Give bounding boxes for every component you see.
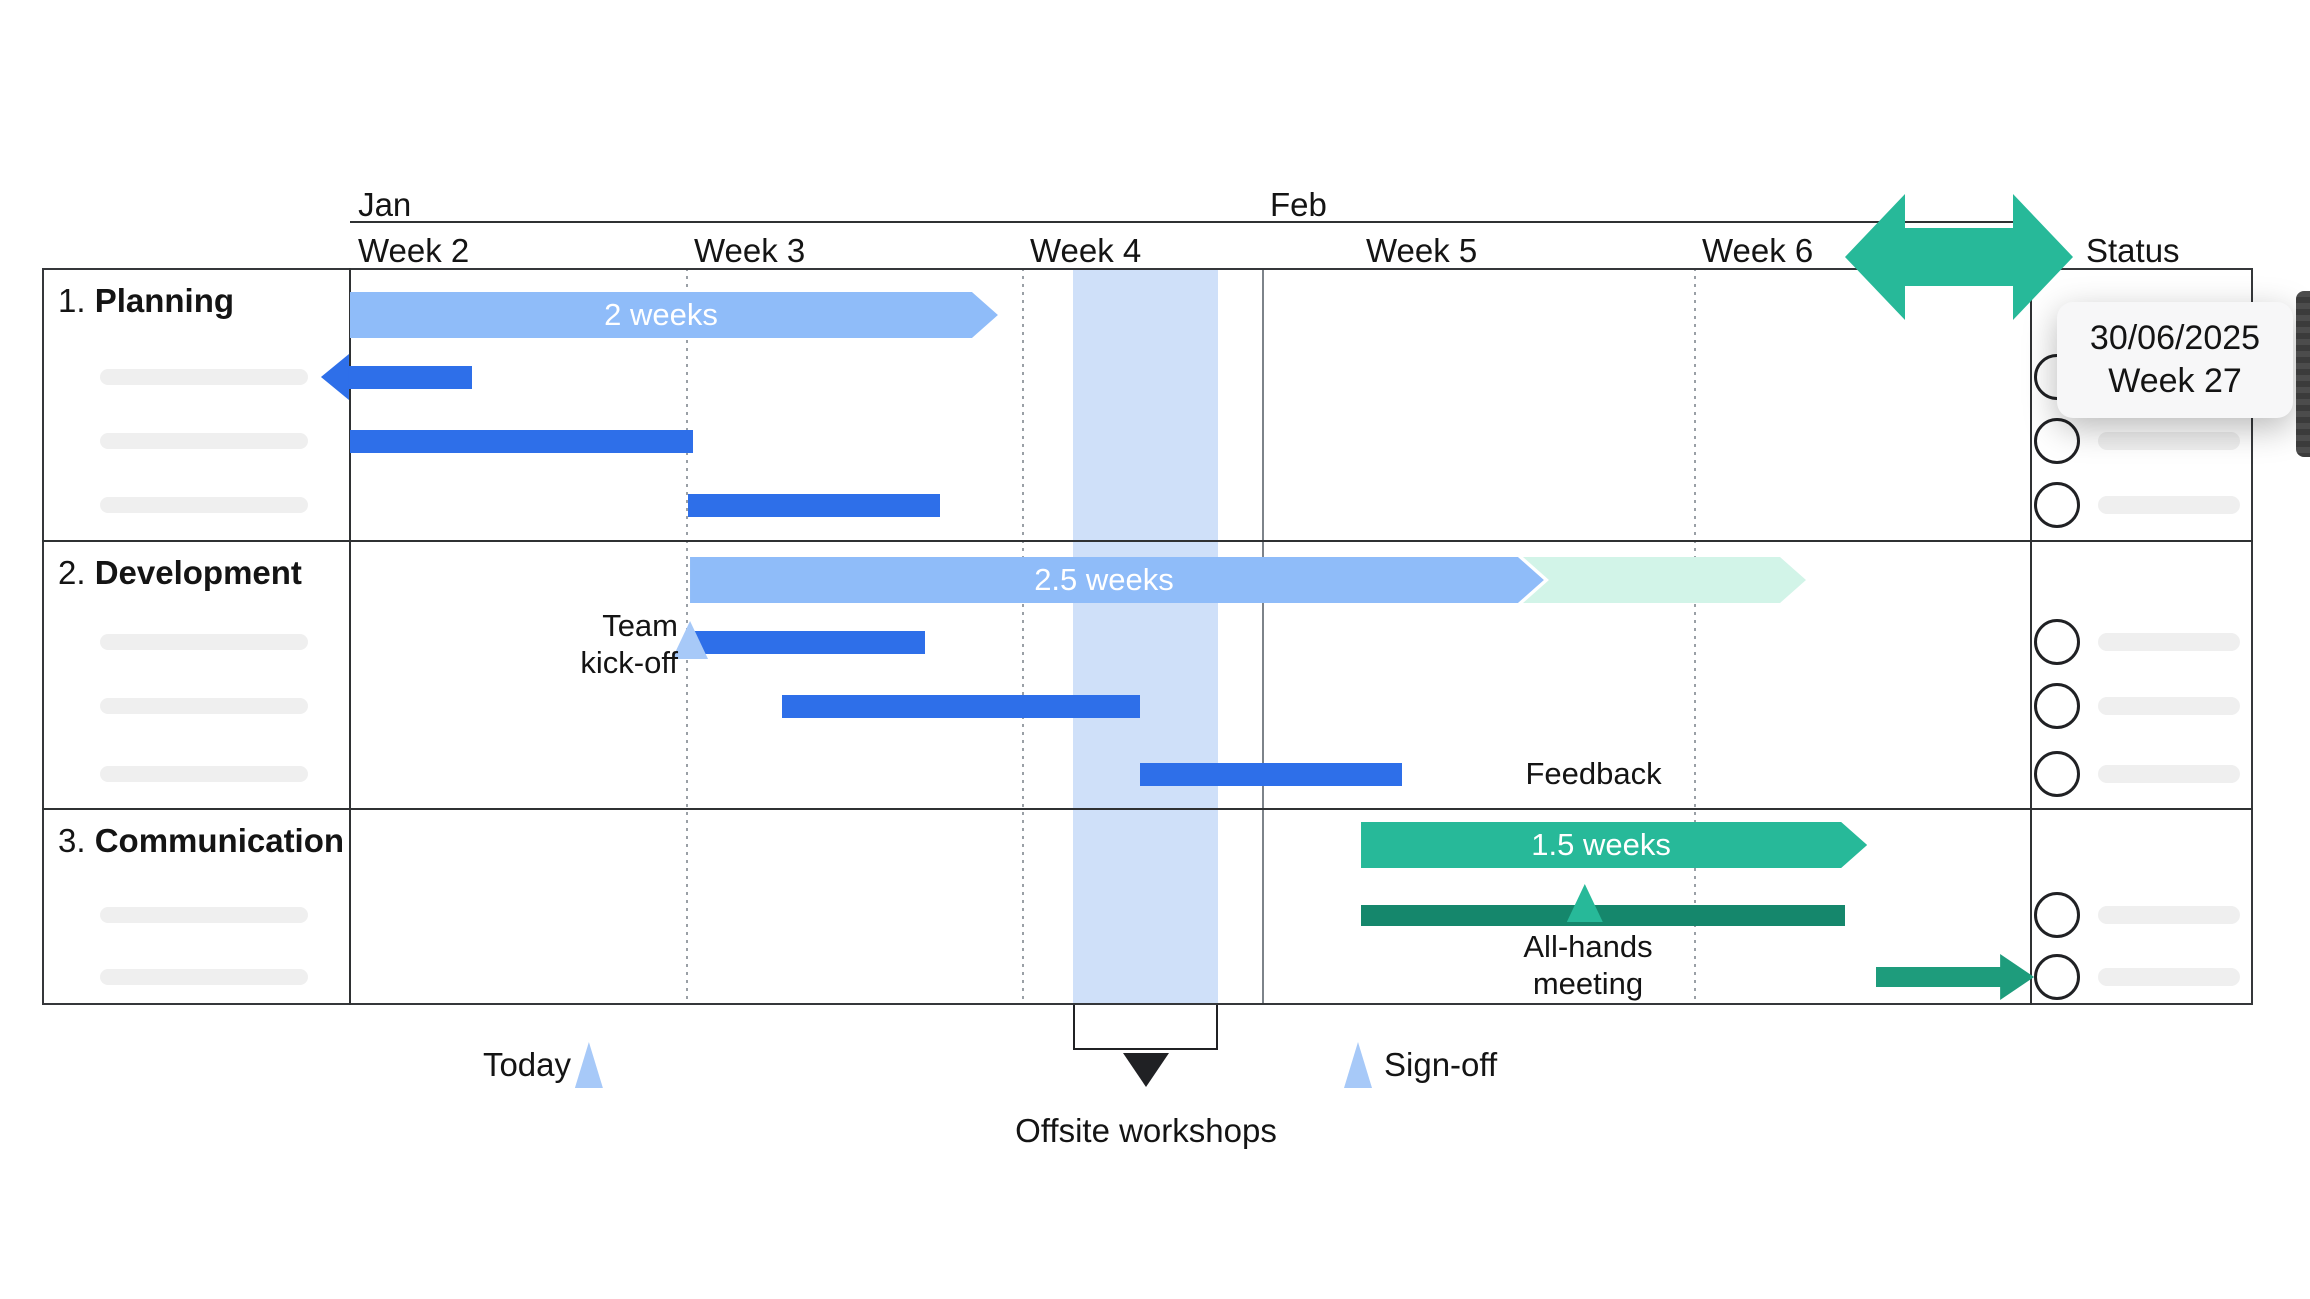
week-gridline-4 — [1022, 268, 1024, 1005]
today-marker-triangle[interactable] — [574, 1042, 603, 1088]
screen-edge-element — [2296, 291, 2310, 457]
offsite-bracket-triangle — [1123, 1053, 1169, 1087]
status-placeholder-5 — [2098, 765, 2240, 783]
column-divider-1 — [2030, 268, 2032, 1005]
offsite-bracket-right — [1215, 1005, 1218, 1050]
today-marker-label: Today — [482, 1046, 571, 1083]
status-placeholder-3 — [2098, 633, 2240, 651]
month-label-feb: Feb — [1269, 186, 1327, 223]
status-placeholder-2 — [2098, 496, 2240, 514]
communication-task-2-bar[interactable] — [1876, 967, 2003, 987]
offsite-bracket-left — [1073, 1005, 1076, 1050]
chart-border — [42, 268, 2253, 1005]
section-divider-0 — [42, 540, 2253, 542]
section-divider-1 — [42, 808, 2253, 810]
development-summary-bar[interactable]: 2.5 weeks — [690, 557, 1544, 603]
task-name-placeholder-4 — [100, 698, 308, 714]
development-summary-extension-bar[interactable] — [1523, 557, 1806, 603]
status-pie-1 — [2034, 418, 2080, 464]
section-number: 1. — [58, 282, 86, 319]
months-underline — [350, 221, 2030, 223]
month-label-jan: Jan — [358, 186, 412, 223]
task-name-placeholder-6 — [100, 907, 308, 923]
planning-task-overdue-bar[interactable] — [346, 365, 472, 389]
section-title-planning: 1. Planning — [58, 282, 234, 320]
week-label-2: Week 2 — [358, 232, 470, 269]
planning-summary-bar-label: 2 weeks — [604, 297, 718, 332]
task-name-placeholder-3 — [100, 634, 308, 650]
offsite-workshops-range[interactable] — [1073, 268, 1218, 1005]
development-task-1-bar[interactable] — [694, 630, 925, 654]
development-feedback-ghost[interactable]: Feedback — [1405, 752, 1782, 796]
signoff-marker-triangle[interactable] — [1344, 1042, 1372, 1088]
section-name: Planning — [94, 282, 235, 319]
development-feedback-ghost-label: Feedback — [1509, 752, 1678, 796]
tooltip-week: Week 27 — [2108, 362, 2242, 400]
signoff-marker-label: Sign-off — [1384, 1046, 1498, 1083]
status-pie-6 — [2034, 892, 2080, 938]
all-hands-milestone-label: All-hands meeting — [1523, 929, 1653, 1001]
week-label-6: Week 6 — [1702, 232, 1814, 269]
development-task-2-bar[interactable] — [782, 694, 1140, 718]
status-placeholder-1 — [2098, 432, 2240, 450]
status-pie-2 — [2034, 482, 2080, 528]
week-label-4: Week 4 — [1030, 232, 1142, 269]
month-divider-line — [1261, 268, 1264, 1005]
tooltip-date: 30/06/2025 — [2089, 319, 2261, 357]
planning-task-overdue-ghost[interactable] — [472, 366, 690, 389]
status-pie-7 — [2034, 954, 2080, 1000]
status-pie-3 — [2034, 619, 2080, 665]
section-number: 3. — [58, 822, 86, 859]
date-tooltip: 30/06/2025 Week 27 — [2057, 302, 2293, 418]
offsite-bracket-bottom — [1073, 1048, 1218, 1050]
status-placeholder-4 — [2098, 697, 2240, 715]
status-pie-4 — [2034, 683, 2080, 729]
task-name-placeholder-2 — [100, 497, 308, 513]
status-placeholder-7 — [2098, 968, 2240, 986]
task-name-placeholder-1 — [100, 433, 308, 449]
week-label-5: Week 5 — [1366, 232, 1478, 269]
section-title-development: 2. Development — [58, 554, 302, 592]
week-label-3: Week 3 — [694, 232, 806, 269]
communication-summary-bar[interactable]: 1.5 weeks — [1361, 822, 1867, 868]
horizontal-resize-arrow-icon[interactable] — [1845, 194, 2073, 320]
planning-task-3-bar[interactable] — [688, 493, 941, 517]
task-name-placeholder-7 — [100, 969, 308, 985]
planning-task-2-bar[interactable] — [350, 429, 694, 453]
section-name: Development — [94, 554, 302, 591]
section-number: 2. — [58, 554, 86, 591]
section-title-communication: 3. Communication — [58, 822, 344, 860]
planning-summary-bar[interactable]: 2 weeks — [350, 292, 998, 338]
column-divider-0 — [349, 268, 351, 1005]
week-gridline-6 — [1694, 268, 1696, 1005]
task-name-placeholder-5 — [100, 766, 308, 782]
section-name: Communication — [94, 822, 345, 859]
development-summary-bar-label: 2.5 weeks — [1034, 562, 1174, 597]
status-pie-5 — [2034, 751, 2080, 797]
team-kickoff-milestone-label: Team kick-off — [580, 608, 678, 680]
status-column-header: Status — [2086, 232, 2180, 269]
task-name-placeholder-0 — [100, 369, 308, 385]
communication-summary-bar-label: 1.5 weeks — [1531, 827, 1671, 862]
development-task-3-bar[interactable] — [1139, 762, 1402, 786]
offsite-workshops-label: Offsite workshops — [1015, 1112, 1277, 1149]
status-placeholder-6 — [2098, 906, 2240, 924]
communication-task-1-bar[interactable] — [1361, 904, 1845, 926]
